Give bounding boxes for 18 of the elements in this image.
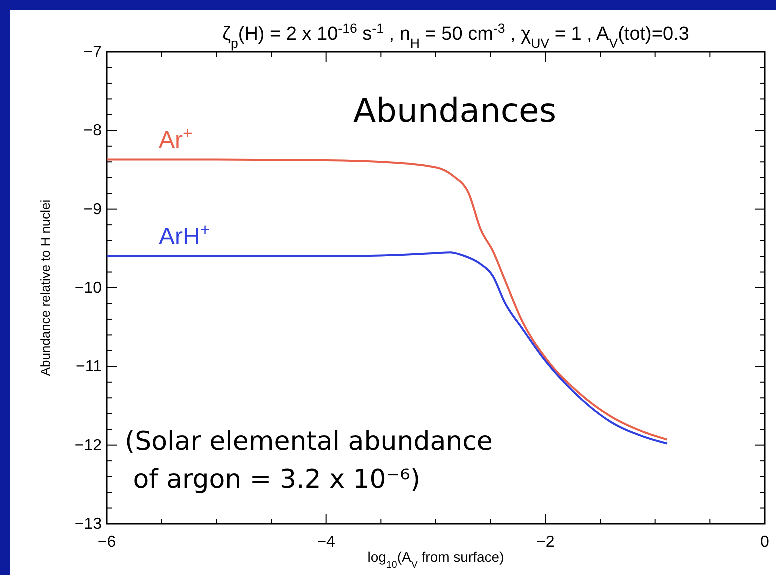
x-tick-label: −2 [536, 534, 555, 551]
x-tick-label: −4 [317, 534, 336, 551]
x-axis-title: log$_{10}$(A$_{V}$ from surface) [368, 549, 504, 570]
chart-title: ζ$_{p}$(H) = 2 x 10$^{-16}$ s$^{-1}$ , n$_{H}$ = 50 cm$^{-3}$ , χ$_{UV}$ = 1 , A$_{V}$(tot)=0.3 [222, 20, 690, 50]
y-tick-label: −7 [84, 44, 102, 61]
annotation: Abundances [353, 91, 557, 130]
series-label: ArH$^{+}$ [159, 220, 210, 251]
y-tick-label: −8 [84, 122, 102, 140]
series-label: Ar$^{+}$ [159, 123, 193, 154]
y-tick-label: −11 [76, 358, 102, 376]
annotation: (Solar elemental abundance of argon = 3.2 x 10⁻⁶) [125, 427, 493, 495]
y-tick-label: −13 [74, 516, 102, 533]
y-tick-label: −9 [84, 201, 102, 218]
y-tick-label: −12 [74, 437, 102, 454]
y-tick-label: −10 [74, 280, 102, 297]
x-tick-label: 0 [760, 534, 770, 551]
y-axis-title: Abundance relative to H nuclei [38, 200, 53, 376]
x-tick-label: −6 [98, 534, 116, 551]
